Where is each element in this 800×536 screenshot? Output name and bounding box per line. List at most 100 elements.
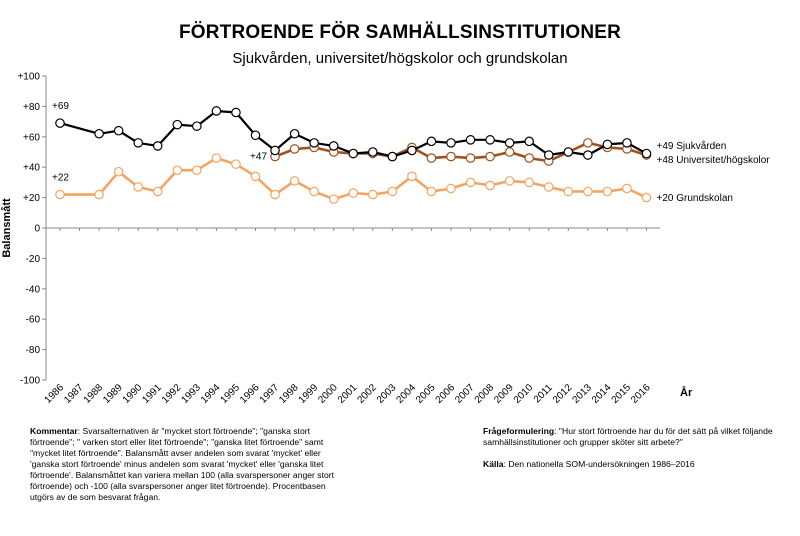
data-point: [172, 165, 183, 176]
data-point: [152, 186, 163, 197]
data-point: [94, 189, 104, 200]
data-point: [231, 107, 241, 118]
data-point: [270, 145, 280, 156]
x-tick-label: 2003: [375, 382, 399, 406]
x-tick-label: 2007: [453, 382, 477, 406]
data-point: [426, 136, 437, 147]
series-start-label: +22: [52, 173, 69, 184]
series-end-label: +20 Grundskolan: [657, 193, 733, 204]
y-tick-label: 0: [34, 224, 40, 235]
x-tick-label: 1997: [258, 382, 282, 406]
series-start-label: +69: [52, 101, 69, 112]
y-tick-label: +100: [17, 72, 40, 83]
x-tick-label: 1991: [140, 382, 164, 406]
data-point: [348, 188, 359, 198]
series-end-label: +48 Universitet/högskolor: [657, 155, 771, 166]
x-tick-label: 2011: [532, 382, 555, 405]
data-point: [387, 151, 398, 162]
data-point: [602, 139, 613, 150]
question-text: : "Hur stort förtroende har du för det s…: [483, 426, 773, 447]
data-point: [250, 171, 261, 182]
data-point: [446, 138, 456, 148]
data-point: [465, 135, 476, 145]
data-point: [407, 171, 417, 182]
series-end-label: +49 Sjukvården: [657, 140, 727, 152]
x-tick-label: 1993: [179, 382, 203, 406]
data-point: [192, 121, 202, 131]
data-point: [641, 192, 652, 203]
chart-subtitle: Sjukvården, universitet/högskolor och gr…: [232, 50, 568, 67]
data-point: [622, 138, 632, 148]
data-point: [133, 138, 143, 148]
data-point: [133, 182, 143, 192]
data-point: [485, 135, 495, 145]
y-axis-title: Balansmått: [1, 198, 13, 258]
y-tick-label: -60: [26, 315, 41, 326]
y-tick-label: +80: [23, 102, 40, 113]
x-tick-label: 2001: [336, 382, 360, 406]
data-point: [309, 186, 319, 197]
data-point: [563, 186, 574, 197]
data-point: [504, 176, 515, 186]
y-tick-label: +20: [23, 193, 40, 204]
data-point: [485, 151, 495, 162]
x-tick-label: 1986: [43, 382, 67, 406]
data-point: [446, 183, 456, 194]
data-point: [426, 186, 437, 197]
data-point: [367, 147, 378, 157]
data-point: [94, 128, 104, 139]
data-point: [172, 119, 183, 130]
x-tick-label: 1992: [160, 382, 184, 406]
series-sjukvården: [55, 106, 652, 162]
data-point: [622, 183, 632, 194]
x-tick-label: 2002: [355, 382, 379, 406]
x-tick-label: 1998: [277, 382, 301, 406]
data-point: [113, 125, 124, 136]
chart-title: FÖRTROENDE FÖR SAMHÄLLSINSTITUTIONER: [178, 22, 622, 43]
data-point: [465, 177, 476, 188]
x-tick-label: 2016: [629, 382, 653, 406]
data-point: [524, 177, 534, 188]
x-tick-label: 2009: [492, 382, 516, 406]
x-tick-label: 2015: [610, 382, 634, 406]
x-tick-label: 2004: [395, 382, 419, 406]
series-labels: +69 +47 +22 +49 Sjukvården +48 Universitet/h…: [52, 101, 770, 204]
data-point: [583, 138, 593, 148]
source-block: Frågeformulering: "Hur stort förtroende …: [483, 426, 783, 481]
x-tick-label: 2013: [570, 382, 594, 406]
data-point: [465, 153, 476, 163]
y-tick-label: +40: [23, 163, 40, 174]
comment-text: : Svarsalternativen är "mycket stort för…: [30, 426, 335, 502]
y-tick-label: -80: [26, 345, 41, 356]
data-point: [602, 186, 613, 197]
x-tick-label: 1995: [219, 382, 243, 406]
y-tick-label: -100: [20, 376, 40, 387]
x-tick-label: 2006: [434, 382, 458, 406]
data-point: [563, 147, 574, 157]
data-point: [367, 189, 378, 200]
axes: +100+80+60+40+200-20-40-60-80-1001986198…: [1, 72, 693, 406]
data-point: [192, 165, 202, 176]
series-start-label: +47: [250, 152, 267, 163]
comment-label: Kommentar: [30, 426, 78, 436]
x-tick-label: 2008: [473, 382, 497, 406]
x-tick-label: 2005: [414, 382, 438, 406]
data-point: [485, 180, 495, 191]
data-point: [524, 153, 534, 163]
data-point: [328, 141, 339, 151]
data-point: [55, 118, 65, 128]
source-label: Källa: [483, 459, 504, 469]
comment-block: Kommentar: Svarsalternativen är "mycket …: [30, 426, 345, 503]
data-point: [543, 182, 554, 192]
data-point: [270, 189, 280, 200]
x-tick-label: 1987: [62, 382, 86, 406]
x-tick-label: 1988: [82, 382, 106, 406]
data-point: [524, 136, 534, 147]
data-point: [543, 150, 554, 160]
data-point: [504, 138, 515, 148]
data-point: [250, 130, 261, 141]
data-point: [152, 141, 163, 151]
data-point: [328, 194, 339, 204]
question-label: Frågeformulering: [483, 426, 555, 436]
data-point: [407, 145, 417, 156]
